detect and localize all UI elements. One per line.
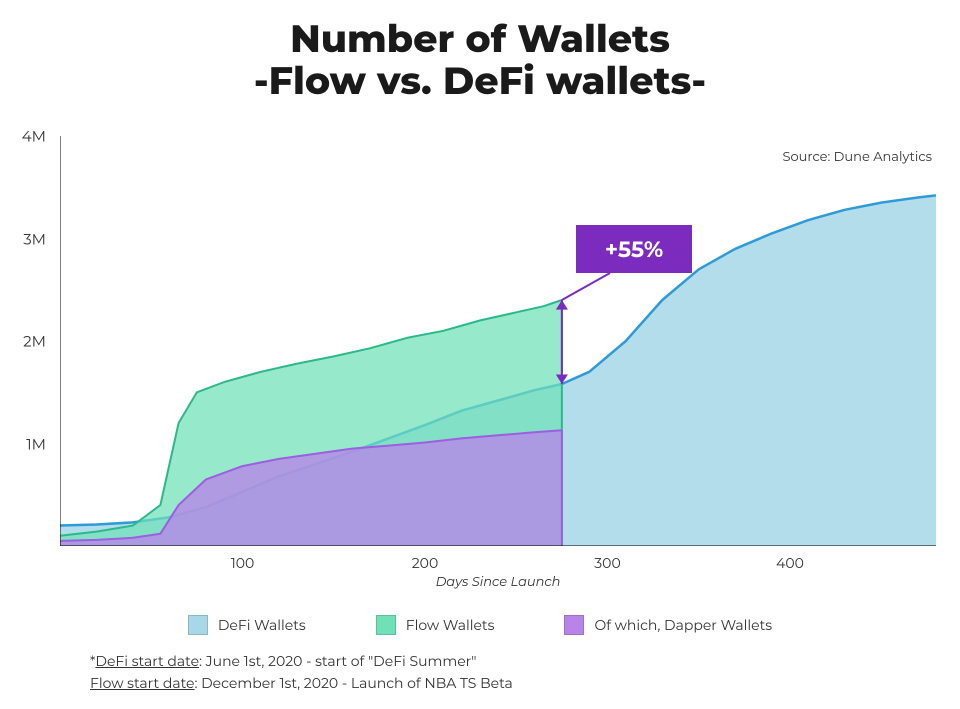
footnotes: *DeFi start date: June 1st, 2020 - start… bbox=[90, 650, 513, 695]
x-tick-label: 200 bbox=[412, 554, 438, 572]
legend-item: DeFi Wallets bbox=[188, 615, 306, 635]
legend-item: Of which, Dapper Wallets bbox=[564, 615, 772, 635]
x-tick-label: 100 bbox=[231, 554, 255, 572]
footnote-2-rest: : December 1st, 2020 - Launch of NBA TS … bbox=[194, 674, 512, 692]
y-tick-label: 4M bbox=[22, 127, 46, 146]
legend-item: Flow Wallets bbox=[376, 615, 495, 635]
chart-plot-area: 1M2M3M4M100200300400Days Since Launch bbox=[60, 136, 936, 546]
footnote-1-underlined: DeFi start date bbox=[95, 652, 199, 670]
legend-label: DeFi Wallets bbox=[218, 616, 306, 634]
chart-svg bbox=[60, 136, 936, 546]
legend-label: Of which, Dapper Wallets bbox=[594, 616, 772, 634]
footnote-2-underlined: Flow start date bbox=[90, 674, 194, 692]
chart-root: Number of Wallets -Flow vs. DeFi wallets… bbox=[0, 0, 960, 709]
y-tick-label: 2M bbox=[23, 332, 46, 351]
chart-title-line1: Number of Wallets bbox=[0, 18, 960, 60]
y-tick-label: 3M bbox=[23, 229, 46, 248]
x-tick-label: 400 bbox=[776, 554, 804, 572]
legend-swatch bbox=[376, 615, 396, 635]
legend: DeFi Wallets Flow Wallets Of which, Dapper… bbox=[0, 615, 960, 635]
footnote-1-rest: : June 1st, 2020 - start of "DeFi Summer… bbox=[199, 652, 476, 670]
y-tick-label: 1M bbox=[26, 434, 46, 453]
callout-badge: +55% bbox=[576, 225, 692, 273]
legend-swatch bbox=[564, 615, 584, 635]
footnote-line-1: *DeFi start date: June 1st, 2020 - start… bbox=[90, 650, 513, 672]
chart-title: Number of Wallets -Flow vs. DeFi wallets… bbox=[0, 18, 960, 102]
footnote-line-2: Flow start date: December 1st, 2020 - La… bbox=[90, 672, 513, 694]
chart-title-line2: -Flow vs. DeFi wallets- bbox=[0, 60, 960, 102]
legend-swatch bbox=[188, 615, 208, 635]
x-tick-label: 300 bbox=[594, 554, 620, 572]
x-axis-title: Days Since Launch bbox=[436, 574, 561, 590]
callout-text: +55% bbox=[605, 236, 663, 263]
legend-label: Flow Wallets bbox=[406, 616, 495, 634]
